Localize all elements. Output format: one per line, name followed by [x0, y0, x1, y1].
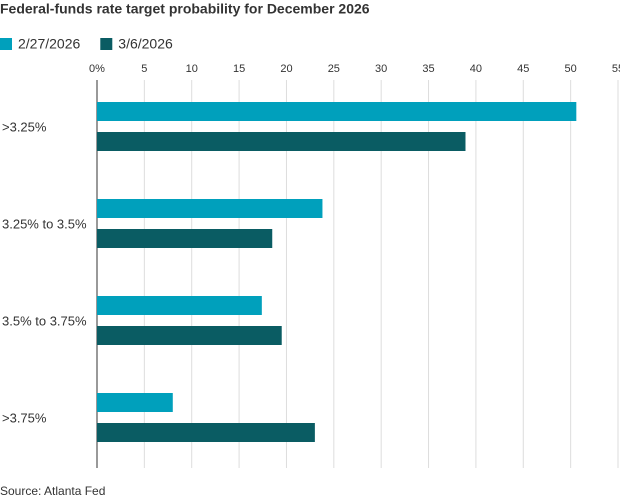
- x-tick-label: 55: [612, 63, 620, 75]
- bar: [97, 423, 315, 442]
- y-tick-label: >3.75%: [2, 410, 47, 425]
- x-tick-label: 35: [422, 63, 434, 75]
- x-tick-label: 5: [141, 63, 147, 75]
- y-tick-label: 3.5% to 3.75%: [2, 313, 87, 328]
- bar: [97, 393, 173, 412]
- legend-label: 3/6/2026: [118, 36, 173, 52]
- x-tick-label: 45: [517, 63, 529, 75]
- x-tick-label: 20: [280, 63, 292, 75]
- x-tick-label: 40: [470, 63, 482, 75]
- bar: [97, 132, 466, 151]
- bar: [97, 199, 323, 218]
- bar: [97, 229, 273, 248]
- bar: [97, 326, 282, 345]
- legend-swatch: [0, 38, 12, 50]
- x-tick-label: 15: [233, 63, 245, 75]
- chart-title: Federal-funds rate target probability fo…: [0, 1, 370, 17]
- source: Source: Atlanta Fed: [0, 484, 105, 498]
- x-tick-label: 30: [375, 63, 387, 75]
- x-tick-label: 10: [186, 63, 198, 75]
- y-tick-label: >3.25%: [2, 119, 47, 134]
- bar: [97, 102, 577, 121]
- x-tick-label: 50: [565, 63, 577, 75]
- x-tick-label: 25: [328, 63, 340, 75]
- x-tick-label: 0%: [89, 63, 105, 75]
- y-tick-label: 3.25% to 3.5%: [2, 216, 87, 231]
- bar: [97, 296, 262, 315]
- legend-swatch: [100, 38, 113, 50]
- legend-label: 2/27/2026: [18, 36, 80, 52]
